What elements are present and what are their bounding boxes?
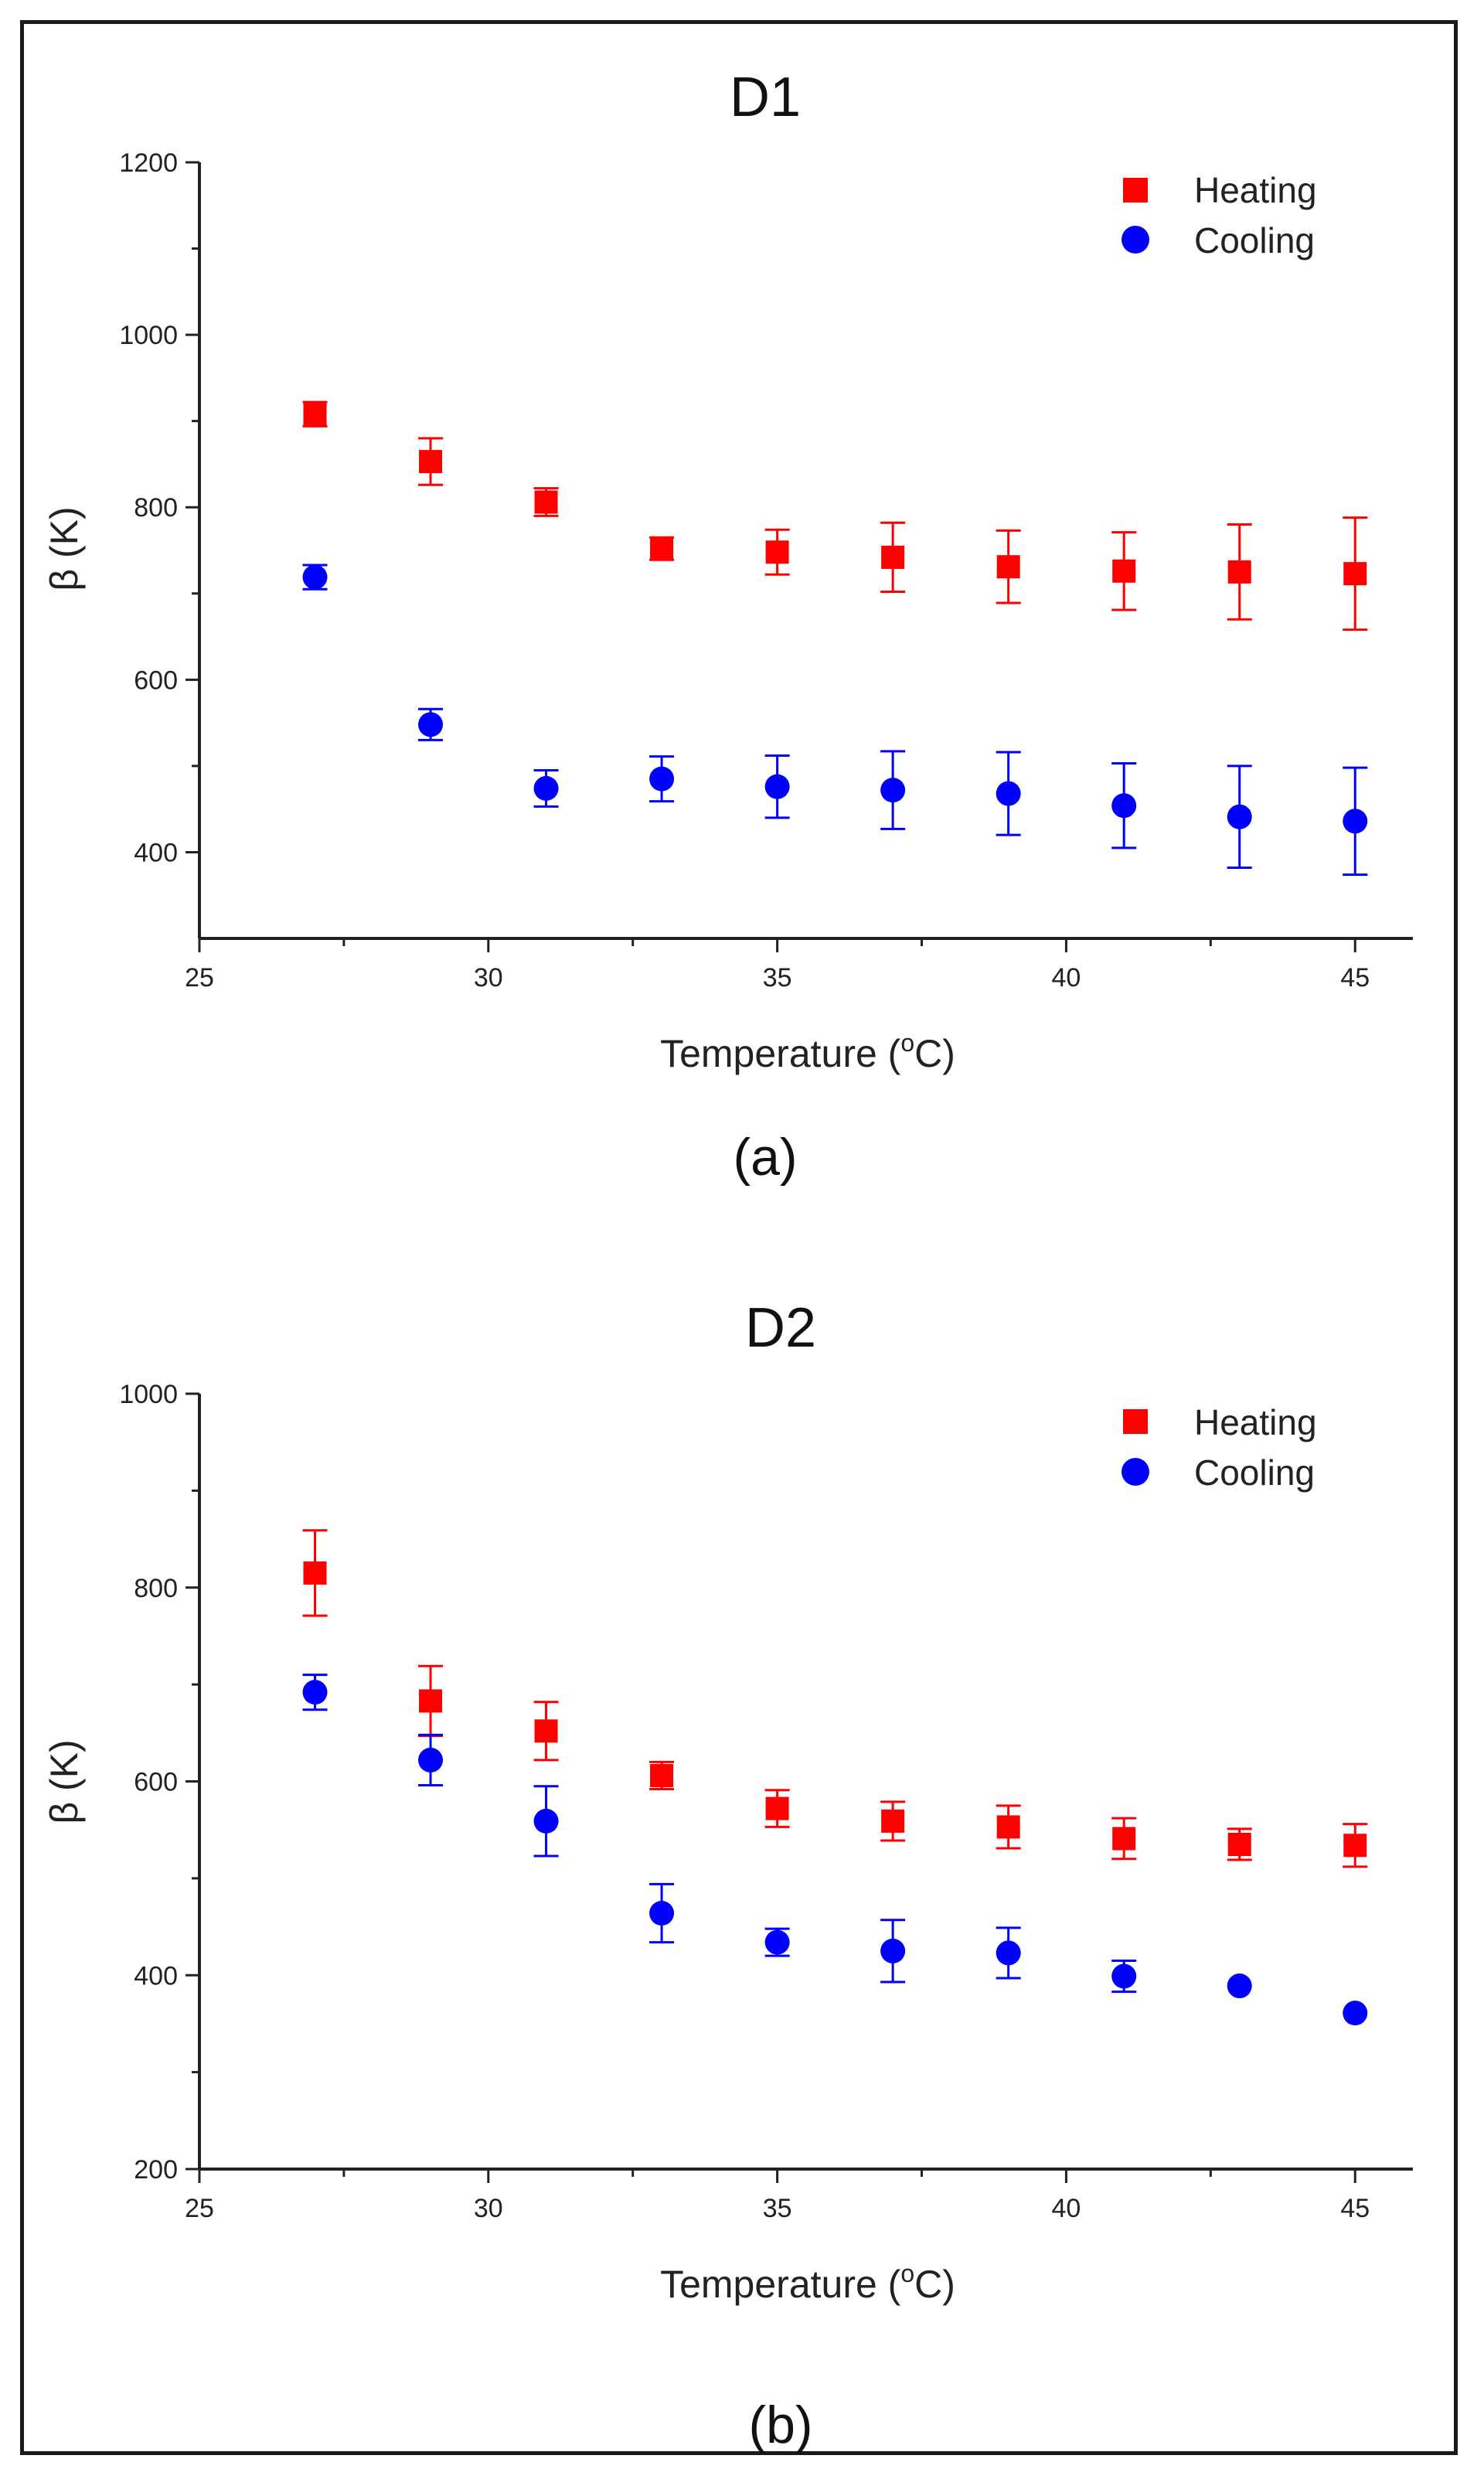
data-point-heating-a (534, 490, 558, 514)
data-point-cooling-b (1343, 2001, 1368, 2026)
legend-marker-cooling-b (1122, 1458, 1149, 1486)
data-point-heating-a (881, 545, 905, 569)
data-point-cooling-a (418, 712, 444, 737)
data-point-cooling-b (1111, 1963, 1137, 1989)
data-point-heating-a (1112, 559, 1136, 583)
x-axis-label-a: Temperature (oC) (660, 1029, 955, 1075)
chart-title-b: D2 (745, 1297, 816, 1359)
legend-label-cooling-b: Cooling (1194, 1452, 1315, 1493)
data-point-cooling-a (1343, 809, 1368, 834)
y-tick-label-b: 600 (134, 1768, 178, 1797)
data-point-heating-a (419, 450, 443, 474)
data-point-heating-a (1227, 560, 1251, 584)
data-point-cooling-b (996, 1940, 1021, 1966)
data-point-cooling-b (302, 1680, 328, 1705)
legend-marker-cooling-a (1122, 226, 1149, 254)
data-point-heating-b (534, 1719, 558, 1743)
data-point-heating-b (881, 1809, 905, 1833)
data-point-cooling-b (880, 1938, 906, 1963)
data-point-heating-b (1343, 1834, 1367, 1858)
data-point-cooling-b (418, 1747, 444, 1773)
data-point-heating-b (996, 1815, 1020, 1839)
data-point-cooling-a (302, 564, 328, 590)
figure-frame (20, 20, 1458, 2455)
data-point-cooling-b (1227, 1973, 1252, 1999)
y-tick-label-b: 800 (134, 1574, 178, 1603)
data-point-heating-a (303, 402, 327, 426)
y-tick-label-b: 200 (134, 2155, 178, 2185)
data-point-heating-a (650, 536, 674, 560)
x-tick-label-b: 30 (474, 2194, 503, 2223)
x-tick-label-b: 25 (185, 2194, 214, 2223)
x-tick-label-b: 40 (1052, 2194, 1081, 2223)
x-tick-label-a: 25 (185, 963, 214, 993)
y-axis-label-b: β (K) (43, 1739, 86, 1824)
chart-panel-a: D1 400 600 800 1000 1200 25 30 35 40 45 Temperatu… (43, 66, 1413, 1187)
x-tick-label-b: 45 (1340, 2194, 1370, 2223)
data-point-heating-a (1343, 562, 1367, 586)
chart-panel-b: D2 200 400 600 800 1000 25 30 35 40 45 Temperatur… (43, 1297, 1413, 2454)
data-point-cooling-a (533, 775, 559, 801)
data-point-cooling-b (649, 1901, 675, 1926)
x-tick-label-a: 35 (763, 963, 792, 993)
data-point-heating-b (303, 1561, 327, 1585)
x-tick-label-a: 40 (1052, 963, 1081, 993)
data-point-cooling-b (533, 1808, 559, 1834)
panel-label-a: (a) (733, 1128, 797, 1187)
data-point-heating-b (765, 1796, 789, 1820)
x-tick-label-a: 45 (1340, 963, 1370, 993)
data-point-heating-b (1112, 1827, 1136, 1851)
data-point-cooling-b (764, 1929, 790, 1955)
legend-label-cooling-a: Cooling (1194, 220, 1315, 261)
y-tick-label-a: 1000 (119, 321, 178, 350)
panel-label-b: (b) (748, 2396, 812, 2454)
data-point-heating-a (765, 540, 789, 564)
x-axis-label-b: Temperature (oC) (660, 2260, 955, 2306)
plot-area-b: 200 400 600 800 1000 25 30 35 40 45 (119, 1380, 1413, 2223)
data-point-cooling-a (1111, 793, 1137, 819)
plot-area-a: 400 600 800 1000 1200 25 30 35 40 45 (119, 148, 1413, 993)
y-tick-label-b: 400 (134, 1961, 178, 1991)
data-point-cooling-a (764, 774, 790, 799)
data-point-heating-b (1227, 1832, 1251, 1856)
legend-label-heating-b: Heating (1194, 1402, 1317, 1442)
legend-label-heating-a: Heating (1194, 170, 1317, 210)
data-point-heating-a (996, 555, 1020, 579)
y-tick-label-a: 400 (134, 838, 178, 867)
data-point-cooling-a (880, 778, 906, 803)
x-tick-label-b: 35 (763, 2194, 792, 2223)
y-tick-label-b: 1000 (119, 1380, 178, 1409)
data-point-heating-b (650, 1763, 674, 1787)
data-point-cooling-a (649, 766, 675, 792)
legend-a: Heating Cooling (1122, 170, 1317, 261)
legend-marker-heating-b (1123, 1409, 1148, 1434)
legend-b: Heating Cooling (1122, 1402, 1317, 1493)
x-tick-label-a: 30 (474, 963, 503, 993)
y-tick-label-a: 800 (134, 493, 178, 523)
data-point-cooling-a (1227, 804, 1252, 829)
legend-marker-heating-a (1123, 178, 1148, 203)
data-point-cooling-a (996, 781, 1021, 806)
data-point-heating-b (419, 1689, 443, 1713)
chart-title-a: D1 (730, 66, 801, 128)
y-tick-label-a: 600 (134, 666, 178, 695)
y-tick-label-a: 1200 (119, 148, 178, 178)
y-axis-label-a: β (K) (43, 506, 86, 591)
